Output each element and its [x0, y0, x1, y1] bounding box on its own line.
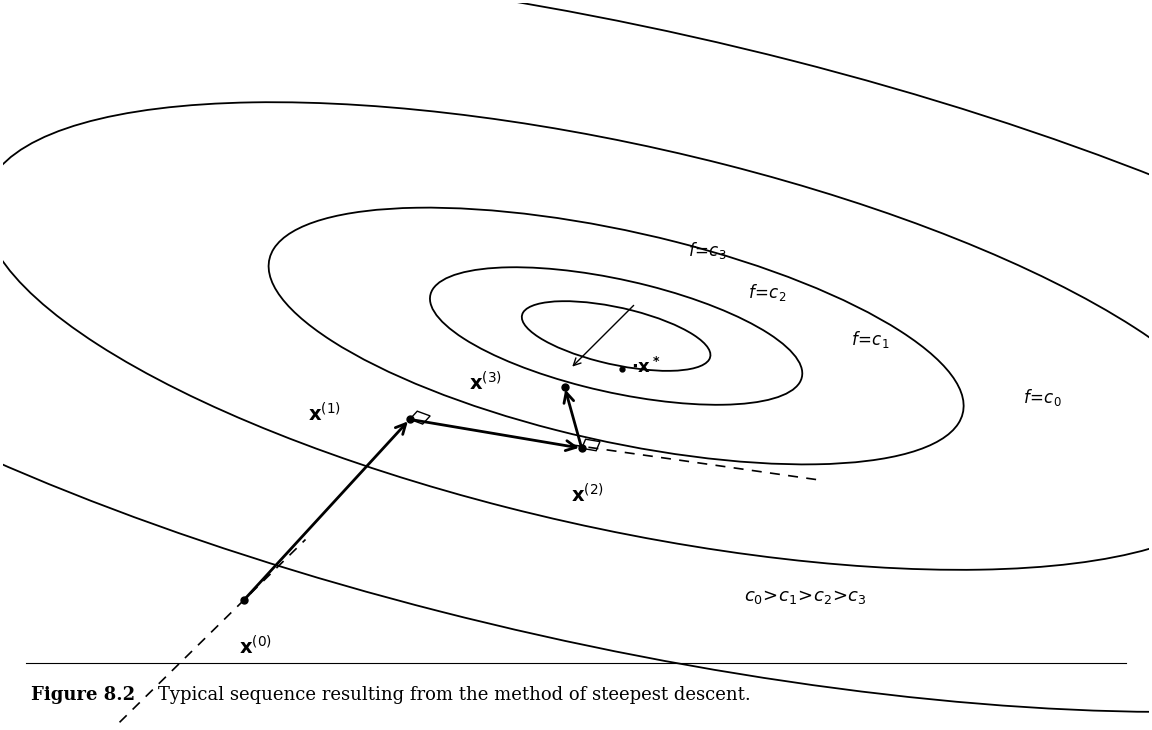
Text: Typical sequence resulting from the method of steepest descent.: Typical sequence resulting from the meth… [158, 685, 750, 704]
Text: $f\!=\!c_3$: $f\!=\!c_3$ [689, 240, 727, 261]
Text: $f\!=\!c_1$: $f\!=\!c_1$ [851, 329, 889, 350]
Text: $\mathbf{x}^{(2)}$: $\mathbf{x}^{(2)}$ [571, 483, 604, 507]
Text: $f\!=\!c_0$: $f\!=\!c_0$ [1023, 387, 1062, 408]
Text: $\mathbf{x}^{(3)}$: $\mathbf{x}^{(3)}$ [469, 372, 501, 395]
Text: $c_0\!>\!c_1\!>\!c_2\!>\!c_3$: $c_0\!>\!c_1\!>\!c_2\!>\!c_3$ [744, 588, 866, 606]
Text: $f\!=\!c_2$: $f\!=\!c_2$ [748, 282, 786, 303]
Text: $\mathbf{\cdot x^*}$: $\mathbf{\cdot x^*}$ [631, 357, 660, 377]
Text: $\mathbf{x}^{(1)}$: $\mathbf{x}^{(1)}$ [308, 402, 341, 425]
Text: Figure 8.2: Figure 8.2 [31, 685, 136, 704]
Text: $\mathbf{x}^{(0)}$: $\mathbf{x}^{(0)}$ [238, 635, 272, 658]
